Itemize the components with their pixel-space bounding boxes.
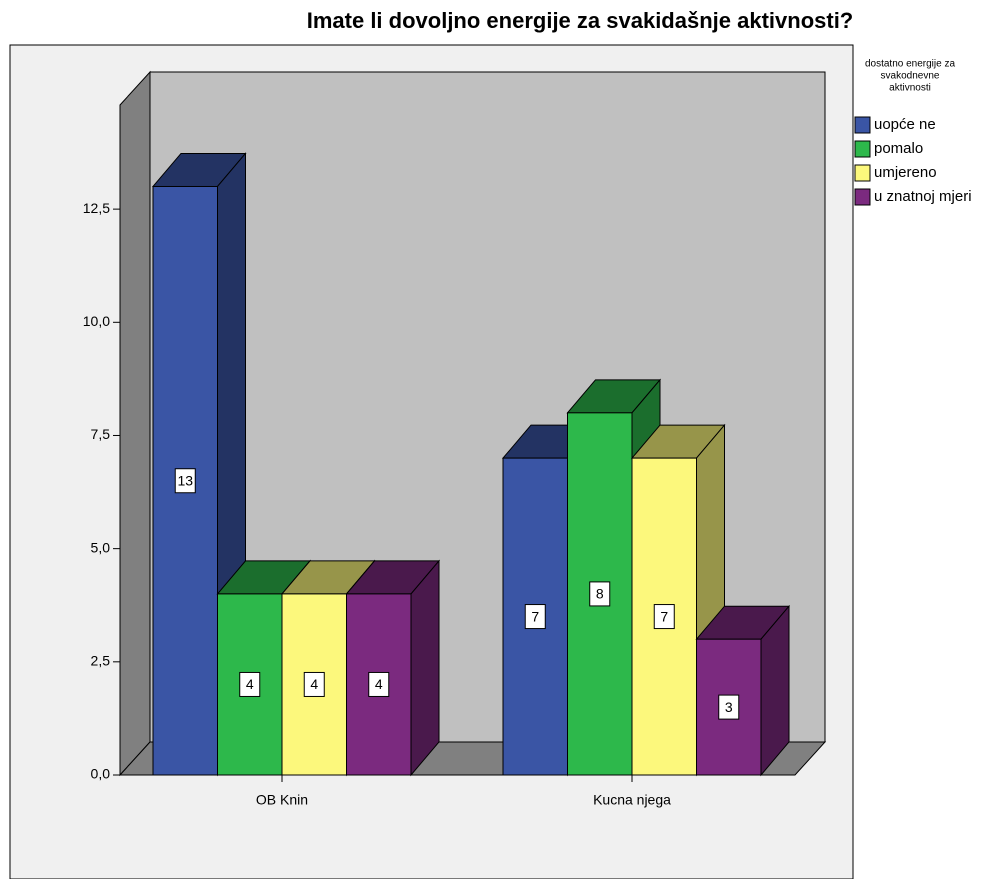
data-label: 4 — [310, 676, 318, 692]
y-tick-label: 10,0 — [83, 313, 110, 329]
data-label-box — [524, 604, 546, 630]
data-label-box — [718, 694, 740, 720]
y-tick-label: 0,0 — [91, 766, 111, 782]
legend-label: umjereno — [874, 164, 937, 181]
legend-title: svakodnevne — [881, 71, 940, 82]
data-label: 4 — [246, 676, 254, 692]
legend-label: pomalo — [874, 140, 923, 157]
data-label-box — [368, 671, 390, 697]
data-label: 4 — [375, 676, 383, 692]
side-wall — [119, 70, 151, 777]
data-label-box — [174, 468, 196, 494]
x-tick-label: Kucna njega — [593, 792, 671, 808]
y-tick-label: 7,5 — [91, 426, 111, 442]
y-tick-label: 5,0 — [91, 539, 111, 555]
legend-label: u znatnoj mjeri — [874, 188, 972, 205]
y-tick-label: 12,5 — [83, 200, 110, 216]
bar — [502, 457, 568, 776]
data-label: 3 — [725, 699, 733, 715]
legend-title: dostatno energije za — [865, 59, 956, 70]
data-label: 13 — [177, 472, 193, 488]
data-label-box — [589, 581, 611, 607]
legend-swatch — [854, 116, 871, 134]
legend-label: uopće ne — [874, 116, 936, 133]
data-label-box — [303, 671, 325, 697]
chart-title: Imate li dovoljno energije za svakidašnj… — [307, 8, 854, 33]
x-tick-label: OB Knin — [256, 792, 308, 808]
data-label-box — [239, 671, 261, 697]
legend-swatch — [854, 140, 871, 158]
data-label: 7 — [660, 608, 668, 624]
data-label: 7 — [531, 608, 539, 624]
legend-swatch — [854, 164, 871, 182]
y-tick-label: 2,5 — [91, 653, 111, 669]
bar-side — [410, 559, 440, 777]
legend-title: aktivnosti — [889, 83, 931, 94]
data-label-box — [653, 604, 675, 630]
data-label: 8 — [596, 586, 604, 602]
legend-swatch — [854, 188, 871, 206]
